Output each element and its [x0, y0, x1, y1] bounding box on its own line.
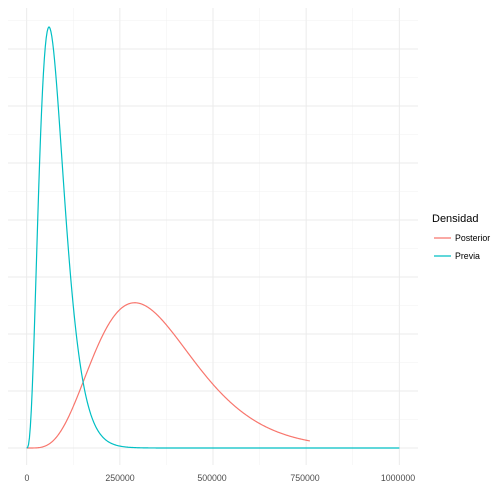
series-line-posterior — [26, 302, 311, 449]
series-layer — [26, 26, 400, 449]
legend-label-previa: Previa — [455, 251, 480, 261]
series-line-previa — [26, 26, 400, 449]
x-tick-label: 0 — [25, 473, 30, 483]
legend-title: Densidad — [432, 213, 478, 225]
x-tick-label: 1000000 — [381, 473, 415, 483]
x-tick-label: 750000 — [290, 473, 319, 483]
x-tick-label: 250000 — [105, 473, 134, 483]
x-tick-label: 500000 — [197, 473, 226, 483]
legend-label-posterior: Posterior — [455, 233, 490, 243]
x-axis: 0 250000 500000 750000 1000000 — [25, 473, 416, 483]
grid — [8, 8, 418, 465]
legend: Densidad Posterior Previa — [432, 213, 490, 261]
